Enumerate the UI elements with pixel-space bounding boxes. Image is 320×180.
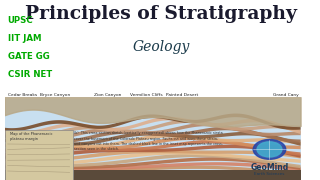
- Text: Cedar Breaks: Cedar Breaks: [8, 93, 37, 97]
- Text: Principles of Stratigraphy: Principles of Stratigraphy: [26, 5, 298, 23]
- Polygon shape: [4, 132, 300, 146]
- Text: Bryce Canyon: Bryce Canyon: [40, 93, 70, 97]
- Polygon shape: [4, 123, 300, 140]
- Text: IIT JAM: IIT JAM: [8, 34, 41, 43]
- Polygon shape: [4, 134, 300, 148]
- Bar: [4, 170, 300, 180]
- Text: Painted Desert: Painted Desert: [166, 93, 198, 97]
- Polygon shape: [4, 114, 300, 131]
- Polygon shape: [4, 145, 300, 159]
- Bar: [4, 99, 300, 180]
- Text: (b)  This cross-section sketch (vertically exaggerated) shows how the Phanerozoi: (b) This cross-section sketch (verticall…: [74, 131, 223, 151]
- Polygon shape: [4, 150, 300, 162]
- Text: GeoMind: GeoMind: [250, 163, 289, 172]
- Text: Geology: Geology: [133, 40, 190, 54]
- Polygon shape: [4, 119, 300, 138]
- Bar: [4, 130, 73, 180]
- Polygon shape: [4, 166, 300, 176]
- Text: UPSC: UPSC: [8, 16, 33, 25]
- Polygon shape: [4, 127, 300, 143]
- Polygon shape: [4, 151, 300, 165]
- Polygon shape: [4, 117, 300, 134]
- Text: Zion Canyon: Zion Canyon: [94, 93, 122, 97]
- Circle shape: [253, 140, 286, 159]
- Text: CSIR NET: CSIR NET: [8, 70, 52, 79]
- Polygon shape: [4, 157, 300, 170]
- Text: Vermilion Cliffs: Vermilion Cliffs: [130, 93, 163, 97]
- Polygon shape: [4, 153, 300, 168]
- Text: GATE GG: GATE GG: [8, 52, 49, 61]
- Polygon shape: [4, 140, 300, 156]
- Text: Earth Sciences: Earth Sciences: [254, 172, 285, 176]
- Text: Grand Cany: Grand Cany: [273, 93, 299, 97]
- Polygon shape: [4, 136, 300, 152]
- Circle shape: [257, 142, 282, 157]
- Polygon shape: [4, 162, 300, 172]
- Text: Map of the Phanerozoic
plateau margin: Map of the Phanerozoic plateau margin: [11, 132, 53, 141]
